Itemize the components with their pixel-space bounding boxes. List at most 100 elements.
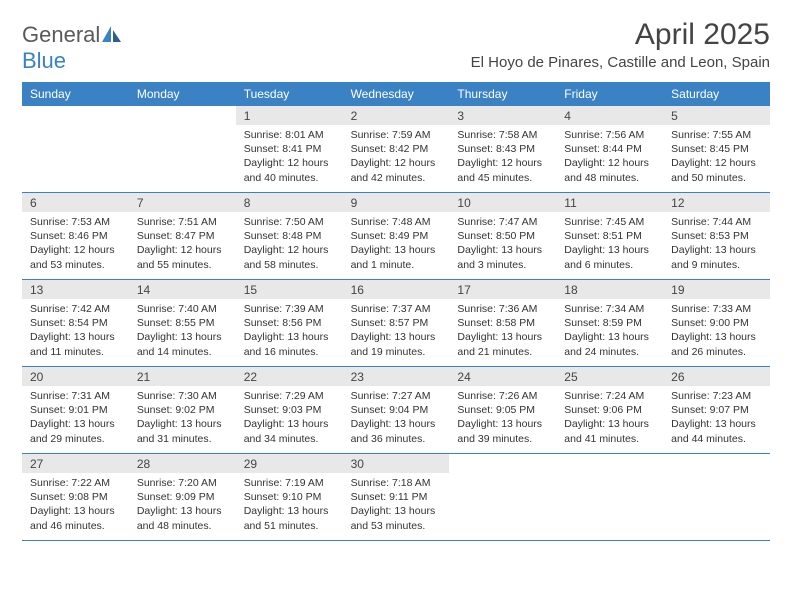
day-cell: 27Sunrise: 7:22 AMSunset: 9:08 PMDayligh… [22, 454, 129, 540]
detail-line: Sunrise: 7:22 AM [30, 476, 121, 490]
detail-line: Sunset: 8:55 PM [137, 316, 228, 330]
detail-line: and 6 minutes. [564, 258, 655, 272]
detail-line: Daylight: 12 hours [351, 156, 442, 170]
day-details [449, 459, 556, 466]
day-number: 11 [556, 193, 663, 212]
day-details: Sunrise: 7:27 AMSunset: 9:04 PMDaylight:… [343, 386, 450, 450]
day-cell: 22Sunrise: 7:29 AMSunset: 9:03 PMDayligh… [236, 367, 343, 453]
detail-line: Daylight: 13 hours [244, 330, 335, 344]
detail-line: Daylight: 13 hours [244, 417, 335, 431]
day-number: 18 [556, 280, 663, 299]
detail-line: Sunset: 9:09 PM [137, 490, 228, 504]
day-cell: 12Sunrise: 7:44 AMSunset: 8:53 PMDayligh… [663, 193, 770, 279]
detail-line: Sunrise: 7:40 AM [137, 302, 228, 316]
detail-line: Sunrise: 7:31 AM [30, 389, 121, 403]
day-cell: 18Sunrise: 7:34 AMSunset: 8:59 PMDayligh… [556, 280, 663, 366]
detail-line: and 51 minutes. [244, 519, 335, 533]
day-number: 8 [236, 193, 343, 212]
detail-line: Daylight: 13 hours [564, 417, 655, 431]
detail-line: Sunset: 9:06 PM [564, 403, 655, 417]
day-number: 20 [22, 367, 129, 386]
title-block: April 2025 El Hoyo de Pinares, Castille … [471, 18, 770, 71]
detail-line: Sunset: 8:42 PM [351, 142, 442, 156]
day-details [556, 459, 663, 466]
detail-line: Daylight: 13 hours [351, 504, 442, 518]
location-subtitle: El Hoyo de Pinares, Castille and Leon, S… [471, 54, 770, 71]
detail-line: Sunrise: 7:59 AM [351, 128, 442, 142]
detail-line: Sunset: 8:54 PM [30, 316, 121, 330]
detail-line: and 31 minutes. [137, 432, 228, 446]
weeks-container: 1Sunrise: 8:01 AMSunset: 8:41 PMDaylight… [22, 106, 770, 541]
detail-line: and 53 minutes. [351, 519, 442, 533]
day-cell: 23Sunrise: 7:27 AMSunset: 9:04 PMDayligh… [343, 367, 450, 453]
detail-line: Sunset: 8:47 PM [137, 229, 228, 243]
day-details: Sunrise: 7:47 AMSunset: 8:50 PMDaylight:… [449, 212, 556, 276]
detail-line: Sunset: 9:03 PM [244, 403, 335, 417]
detail-line: and 44 minutes. [671, 432, 762, 446]
day-details: Sunrise: 7:40 AMSunset: 8:55 PMDaylight:… [129, 299, 236, 363]
detail-line: Sunrise: 7:50 AM [244, 215, 335, 229]
detail-line: Sunrise: 7:30 AM [137, 389, 228, 403]
brand-logo: General Blue [22, 18, 122, 74]
day-cell: 25Sunrise: 7:24 AMSunset: 9:06 PMDayligh… [556, 367, 663, 453]
detail-line: Daylight: 13 hours [137, 504, 228, 518]
weekday-friday: Friday [556, 82, 663, 106]
detail-line: Sunrise: 7:27 AM [351, 389, 442, 403]
day-cell: 24Sunrise: 7:26 AMSunset: 9:05 PMDayligh… [449, 367, 556, 453]
day-cell: 16 Sunrise: 7:37 AMSunset: 8:57 PMDayligh… [343, 280, 450, 366]
day-cell [449, 454, 556, 540]
detail-line: Sunrise: 7:29 AM [244, 389, 335, 403]
day-number: 4 [556, 106, 663, 125]
detail-line: and 26 minutes. [671, 345, 762, 359]
day-cell: 20Sunrise: 7:31 AMSunset: 9:01 PMDayligh… [22, 367, 129, 453]
day-cell: 14Sunrise: 7:40 AMSunset: 8:55 PMDayligh… [129, 280, 236, 366]
detail-line: Sunrise: 7:45 AM [564, 215, 655, 229]
day-number: 27 [22, 454, 129, 473]
detail-line: Daylight: 13 hours [671, 330, 762, 344]
detail-line: Daylight: 13 hours [457, 330, 548, 344]
day-cell: 10Sunrise: 7:47 AMSunset: 8:50 PMDayligh… [449, 193, 556, 279]
detail-line: Sunset: 9:10 PM [244, 490, 335, 504]
detail-line: Sunset: 8:53 PM [671, 229, 762, 243]
detail-line: Daylight: 13 hours [244, 504, 335, 518]
detail-line: and 19 minutes. [351, 345, 442, 359]
detail-line: Sunrise: 7:26 AM [457, 389, 548, 403]
detail-line: Sunrise: 7:42 AM [30, 302, 121, 316]
day-number: 13 [22, 280, 129, 299]
day-details: Sunrise: 8:01 AMSunset: 8:41 PMDaylight:… [236, 125, 343, 189]
detail-line: Sunset: 8:58 PM [457, 316, 548, 330]
day-number: 16 [343, 280, 450, 299]
day-details: Sunrise: 7:45 AMSunset: 8:51 PMDaylight:… [556, 212, 663, 276]
day-cell: 30Sunrise: 7:18 AMSunset: 9:11 PMDayligh… [343, 454, 450, 540]
weekday-tuesday: Tuesday [236, 82, 343, 106]
detail-line: Daylight: 13 hours [457, 243, 548, 257]
detail-line: Daylight: 12 hours [564, 156, 655, 170]
detail-line: Sunset: 8:57 PM [351, 316, 442, 330]
day-cell: 4Sunrise: 7:56 AMSunset: 8:44 PMDaylight… [556, 106, 663, 192]
detail-line: Sunrise: 7:44 AM [671, 215, 762, 229]
detail-line: and 24 minutes. [564, 345, 655, 359]
detail-line: Daylight: 12 hours [30, 243, 121, 257]
detail-line: Daylight: 12 hours [457, 156, 548, 170]
detail-line: Sunrise: 7:18 AM [351, 476, 442, 490]
day-number: 17 [449, 280, 556, 299]
detail-line: Sunrise: 7:37 AM [351, 302, 442, 316]
day-number: 15 [236, 280, 343, 299]
weekday-monday: Monday [129, 82, 236, 106]
day-details: Sunrise: 7:33 AMSunset: 9:00 PMDaylight:… [663, 299, 770, 363]
detail-line: Sunset: 8:46 PM [30, 229, 121, 243]
day-details: Sunrise: 7:19 AMSunset: 9:10 PMDaylight:… [236, 473, 343, 537]
detail-line: Sunrise: 7:55 AM [671, 128, 762, 142]
day-details: Sunrise: 7:39 AMSunset: 8:56 PMDaylight:… [236, 299, 343, 363]
detail-line: Sunrise: 8:01 AM [244, 128, 335, 142]
day-details: Sunrise: 7:36 AMSunset: 8:58 PMDaylight:… [449, 299, 556, 363]
brand-part1: General [22, 22, 100, 47]
detail-line: Daylight: 13 hours [564, 330, 655, 344]
day-cell: 3Sunrise: 7:58 AMSunset: 8:43 PMDaylight… [449, 106, 556, 192]
calendar: Sunday Monday Tuesday Wednesday Thursday… [22, 82, 770, 541]
day-cell: 29Sunrise: 7:19 AMSunset: 9:10 PMDayligh… [236, 454, 343, 540]
day-number: 10 [449, 193, 556, 212]
day-number: 21 [129, 367, 236, 386]
detail-line: Daylight: 13 hours [351, 330, 442, 344]
detail-line: Daylight: 12 hours [244, 156, 335, 170]
